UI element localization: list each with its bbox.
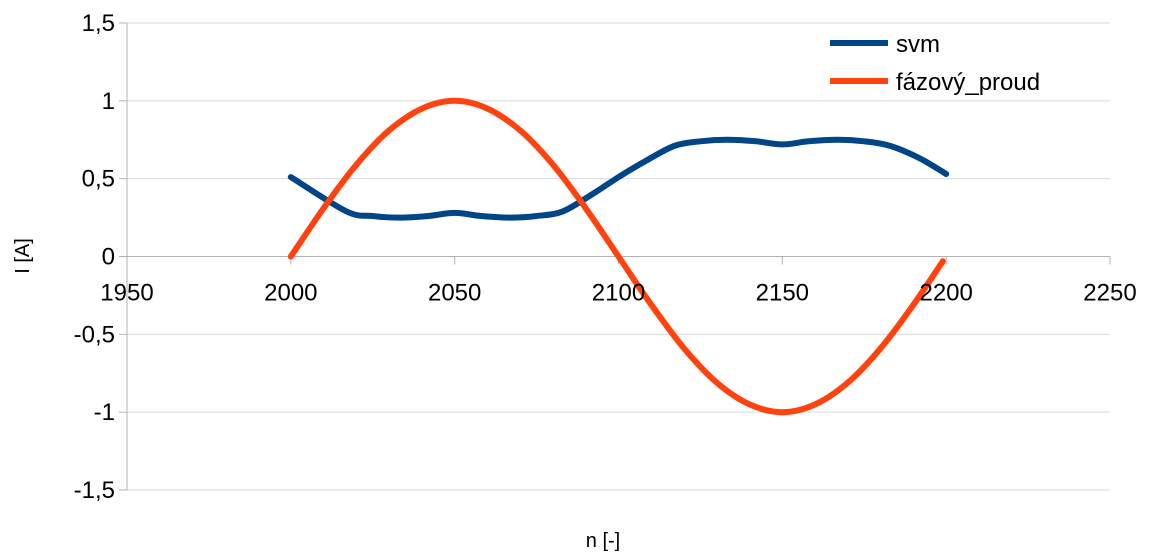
legend-label: fázový_proud (896, 69, 1040, 96)
plot-area (287, 97, 950, 416)
series-line-fazovy-proud (287, 97, 946, 416)
y-axis-label: I [A] (12, 238, 34, 274)
x-axis-label: n [-] (586, 530, 620, 552)
y-tick-label: -1,5 (74, 477, 115, 504)
x-tick-label: 2000 (264, 280, 317, 307)
series-line-svm (287, 136, 950, 221)
y-tick-label: 0 (102, 244, 115, 271)
x-tick-label: 2250 (1083, 280, 1136, 307)
tick-labels: -1,5 -1 -0,5 0 0,5 1 1,5 1950 2000 2050 2100 2150 22… (74, 10, 1137, 504)
legend-label: svm (896, 31, 940, 58)
y-tick-label: 1,5 (82, 10, 115, 37)
x-tick-label: 1950 (100, 280, 153, 307)
x-tick-label: 2150 (756, 280, 809, 307)
x-tick-label: 2050 (428, 280, 481, 307)
x-tick-label: 2200 (919, 280, 972, 307)
legend: svm fázový_proud (830, 31, 1040, 96)
y-tick-label: 0,5 (82, 166, 115, 193)
y-tick-label: 1 (102, 88, 115, 115)
x-tick-label: 2100 (592, 280, 645, 307)
y-tick-label: -0,5 (74, 321, 115, 348)
y-tick-label: -1 (94, 399, 115, 426)
